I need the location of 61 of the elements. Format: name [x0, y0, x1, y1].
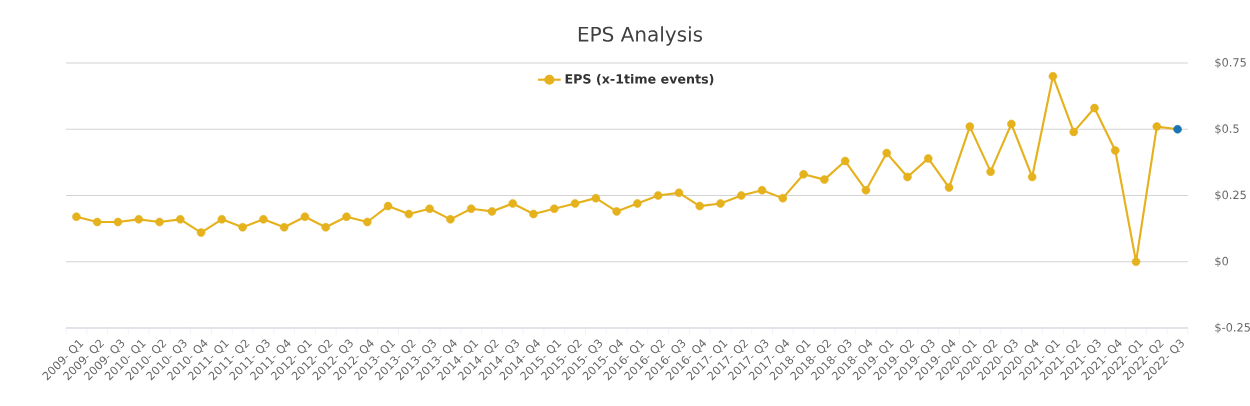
point [861, 185, 871, 195]
y-tick-label: $0.5 [1215, 124, 1239, 135]
point [1152, 122, 1162, 131]
y-tick-label: $0 [1215, 256, 1229, 267]
point [508, 199, 517, 208]
point [633, 199, 642, 208]
point [155, 217, 164, 227]
point [1007, 119, 1016, 129]
legend-label: EPS (x-1time events) [565, 73, 714, 86]
point [924, 154, 933, 163]
point [238, 223, 247, 232]
point [820, 175, 829, 184]
y-tick-label: $0.25 [1215, 190, 1246, 201]
point [840, 156, 850, 166]
y-tick-label: $-0.25 [1215, 322, 1250, 334]
point [653, 191, 663, 200]
point [778, 193, 788, 203]
point [695, 201, 704, 211]
point [342, 212, 351, 221]
point [757, 185, 767, 195]
point [487, 207, 497, 216]
point [882, 148, 891, 158]
point [425, 204, 434, 214]
point [550, 204, 559, 214]
point [529, 209, 538, 219]
point [404, 209, 414, 219]
point [446, 215, 455, 224]
point [113, 217, 123, 227]
point [321, 223, 330, 232]
point [903, 172, 912, 182]
point [716, 199, 725, 208]
point [1090, 103, 1099, 113]
point [965, 122, 975, 131]
point [674, 188, 684, 198]
point [383, 201, 393, 211]
point [134, 215, 143, 224]
point [944, 183, 954, 192]
point [196, 228, 206, 237]
point [1069, 127, 1078, 137]
point [466, 204, 476, 214]
point [300, 212, 310, 221]
point [986, 167, 995, 176]
point [1027, 172, 1037, 182]
point [570, 199, 580, 208]
point [799, 170, 808, 179]
point [1131, 257, 1141, 267]
point [1173, 124, 1182, 134]
y-tick-label: $0.75 [1215, 57, 1246, 69]
point [176, 215, 185, 224]
point [1048, 71, 1058, 81]
point [612, 207, 621, 216]
point [217, 215, 227, 224]
point [72, 212, 81, 221]
point [737, 191, 746, 200]
point [363, 217, 372, 227]
point [92, 217, 102, 227]
point [279, 223, 289, 232]
chart-title: EPS Analysis [578, 26, 703, 46]
point [1111, 146, 1120, 155]
point [259, 215, 268, 224]
point [591, 193, 601, 203]
